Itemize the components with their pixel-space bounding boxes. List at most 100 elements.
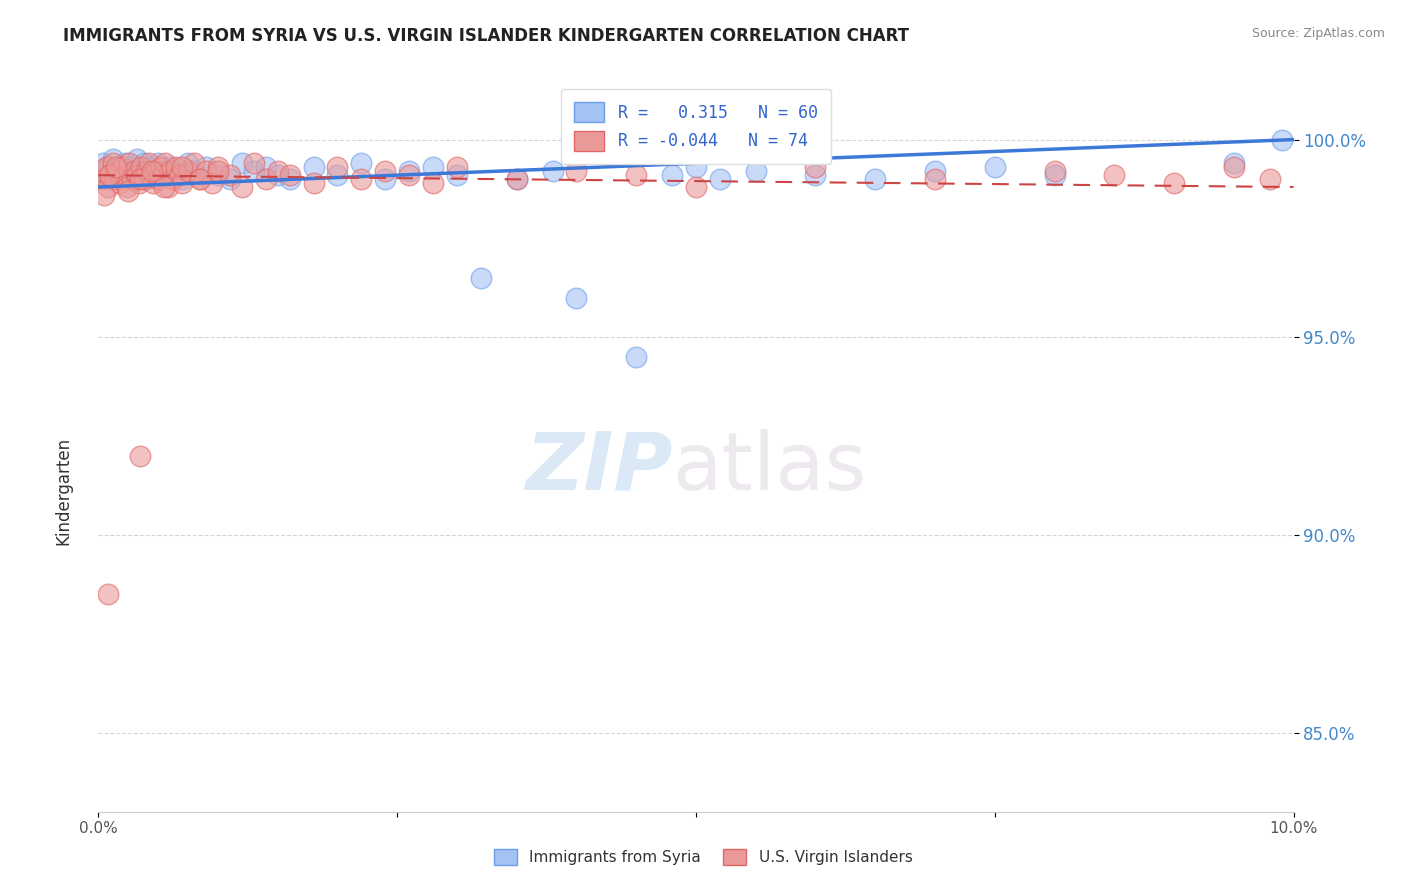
Point [117, 184, 139, 198]
Point [350, 156, 373, 170]
Point [121, 161, 143, 175]
Point [1271, 132, 1294, 146]
Point [98, 168, 122, 182]
Point [131, 168, 153, 182]
Point [132, 156, 155, 170]
Point [709, 172, 731, 186]
Point [188, 172, 211, 186]
Point [172, 176, 194, 190]
Point [685, 180, 707, 194]
Point [183, 156, 205, 170]
Point [104, 172, 127, 186]
Point [159, 164, 181, 178]
Point [107, 164, 129, 178]
Point [565, 291, 588, 305]
Point [118, 156, 141, 170]
Point [924, 164, 946, 178]
Point [128, 164, 150, 178]
Point [1223, 156, 1246, 170]
Point [243, 156, 266, 170]
Point [374, 172, 396, 186]
Point [207, 168, 229, 182]
Point [541, 164, 564, 178]
Point [506, 172, 529, 186]
Point [195, 164, 218, 178]
Point [121, 172, 143, 186]
Point [1104, 168, 1126, 182]
Point [148, 172, 170, 186]
Point [118, 168, 141, 182]
Point [125, 168, 148, 182]
Point [129, 449, 152, 463]
Text: atlas: atlas [672, 429, 866, 507]
Point [924, 172, 946, 186]
Point [94, 161, 117, 175]
Point [90, 164, 112, 178]
Point [145, 168, 167, 182]
Point [142, 176, 165, 190]
Point [804, 168, 827, 182]
Point [172, 161, 194, 175]
Point [145, 164, 167, 178]
Point [148, 156, 170, 170]
Point [91, 172, 114, 186]
Point [326, 161, 349, 175]
Point [115, 180, 138, 194]
Text: IMMIGRANTS FROM SYRIA VS U.S. VIRGIN ISLANDER KINDERGARTEN CORRELATION CHART: IMMIGRANTS FROM SYRIA VS U.S. VIRGIN ISL… [63, 27, 910, 45]
Point [128, 176, 150, 190]
Point [131, 161, 153, 175]
Point [745, 164, 768, 178]
Point [446, 168, 468, 182]
Point [98, 172, 122, 186]
Point [139, 168, 162, 182]
Text: Source: ZipAtlas.com: Source: ZipAtlas.com [1251, 27, 1385, 40]
Point [97, 161, 120, 175]
Text: ZIP: ZIP [524, 429, 672, 507]
Point [108, 161, 131, 175]
Point [302, 161, 325, 175]
Point [243, 164, 266, 178]
Point [114, 156, 136, 170]
Point [183, 164, 205, 178]
Point [446, 161, 468, 175]
Point [984, 161, 1007, 175]
Legend: Immigrants from Syria, U.S. Virgin Islanders: Immigrants from Syria, U.S. Virgin Islan… [488, 843, 918, 871]
Point [626, 350, 648, 364]
Point [104, 164, 127, 178]
Point [135, 164, 157, 178]
Point [135, 172, 157, 186]
Point [114, 168, 136, 182]
Point [93, 188, 115, 202]
Point [177, 164, 200, 178]
Point [111, 172, 134, 186]
Point [138, 156, 160, 170]
Point [97, 180, 120, 194]
Point [105, 161, 128, 175]
Point [172, 172, 194, 186]
Point [506, 172, 529, 186]
Point [207, 161, 229, 175]
Point [267, 164, 290, 178]
Point [124, 164, 146, 178]
Point [115, 164, 138, 178]
Point [149, 161, 172, 175]
Point [162, 172, 184, 186]
Point [374, 164, 396, 178]
Point [138, 161, 160, 175]
Point [267, 168, 290, 182]
Point [132, 172, 155, 186]
Point [254, 172, 277, 186]
Point [865, 172, 887, 186]
Point [350, 172, 373, 186]
Point [169, 168, 191, 182]
Point [111, 161, 134, 175]
Point [302, 176, 325, 190]
Point [398, 168, 420, 182]
Point [219, 172, 242, 186]
Point [231, 180, 253, 194]
Text: Kindergarten: Kindergarten [55, 436, 72, 545]
Point [155, 156, 177, 170]
Point [101, 153, 124, 167]
Point [661, 168, 683, 182]
Point [201, 176, 224, 190]
